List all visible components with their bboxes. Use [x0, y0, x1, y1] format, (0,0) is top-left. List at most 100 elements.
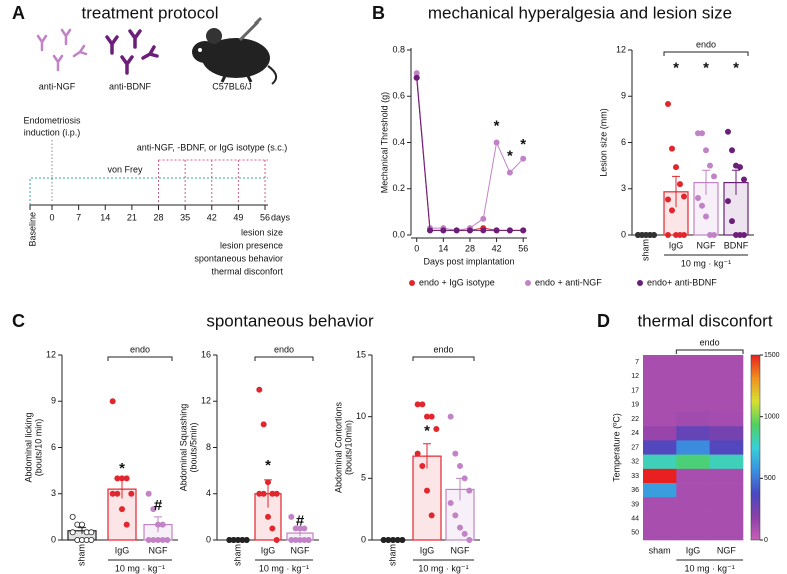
error-bar	[732, 169, 740, 195]
annotation: *	[733, 59, 739, 76]
group-bracket	[675, 349, 744, 354]
heat-cell	[676, 355, 710, 370]
y-tick-label: 12	[616, 44, 626, 54]
x-tick-label: 42	[492, 243, 502, 253]
annotation: *	[119, 460, 125, 477]
data-point	[461, 530, 468, 537]
data-point	[440, 227, 447, 234]
x-tick-label: sham	[76, 544, 86, 566]
data-point	[305, 537, 312, 544]
y-tick-label: 12	[631, 373, 639, 380]
y-axis-label: Abdominal Contortions	[333, 401, 343, 493]
data-point	[159, 521, 166, 528]
data-point	[243, 537, 250, 544]
bar	[445, 488, 475, 541]
annotation: *	[265, 457, 271, 474]
timeline-label: 21	[127, 212, 137, 222]
y-tick-label: 12	[46, 349, 56, 359]
data-point	[423, 487, 430, 494]
data-point	[79, 521, 86, 528]
heat-cell	[676, 497, 710, 512]
data-point	[413, 74, 420, 81]
heat-cell	[643, 411, 677, 427]
colorbar-label: 1000	[764, 414, 780, 421]
heat-cell	[709, 497, 744, 512]
y-tick-label: 0.4	[392, 137, 405, 147]
data-point	[399, 537, 406, 544]
annotation: *	[520, 136, 526, 153]
data-point	[109, 398, 116, 405]
y-axis-label: Mechanical Threshold (g)	[379, 92, 389, 193]
group-label: endo	[274, 344, 294, 354]
y-tick-label: 22	[631, 416, 639, 423]
heat-cell	[709, 511, 744, 527]
data-point	[256, 386, 263, 393]
heat-cell	[643, 497, 677, 512]
dose-label: 10 mg · kg⁻¹	[259, 563, 309, 573]
heat-cell	[709, 525, 744, 541]
data-point	[677, 181, 684, 188]
heat-cell	[676, 483, 710, 498]
heat-cell	[676, 468, 710, 484]
data-point	[413, 70, 420, 77]
colorbar-label: 0	[764, 537, 768, 544]
panel-title: spontaneous behavior	[206, 311, 374, 330]
induction-label: induction (i.p.)	[24, 127, 81, 137]
x-tick-label: sham	[232, 544, 242, 566]
y-tick-label: 3	[621, 183, 626, 193]
y-tick-label: 6	[51, 442, 56, 452]
data-point	[461, 475, 468, 482]
antibody-label: anti-BDNF	[109, 81, 152, 91]
data-point	[428, 413, 435, 420]
y-tick-label: 17	[631, 387, 639, 394]
x-tick-label: IgG	[420, 545, 435, 555]
data-point	[159, 537, 166, 544]
y-tick-label: 9	[621, 91, 626, 101]
data-point	[711, 231, 718, 238]
data-point	[737, 164, 744, 171]
y-tick-label: 0	[51, 534, 56, 544]
data-point	[493, 139, 500, 146]
colorbar	[750, 354, 761, 541]
colorbar-label: 1500	[764, 352, 780, 359]
x-tick-label: NGF	[149, 545, 169, 555]
annotation: *	[494, 117, 500, 134]
x-tick-label: IgG	[261, 545, 276, 555]
error-bar	[423, 443, 431, 469]
data-point	[114, 490, 121, 497]
mouse-label: C57BL6/J	[212, 81, 252, 91]
error-bar	[702, 169, 710, 195]
data-point	[466, 537, 473, 544]
heat-cell	[676, 440, 710, 455]
y-tick-label: 0.0	[392, 229, 405, 239]
heat-cell	[709, 355, 744, 370]
treatment-label: anti-NGF, -BDNF, or IgG isotype (s.c.)	[137, 142, 288, 152]
data-point	[269, 525, 276, 532]
heat-cell	[709, 397, 744, 413]
dose-label: 10 mg · kg⁻¹	[681, 258, 731, 268]
x-tick-label: IgG	[115, 545, 130, 555]
data-point	[128, 490, 135, 497]
x-tick-label: BDNF	[724, 240, 749, 250]
y-tick-label: 7	[635, 359, 639, 366]
y-tick-label: 50	[631, 530, 639, 537]
data-point	[452, 512, 459, 519]
y-tick-label: 10	[356, 411, 366, 421]
data-point	[506, 169, 513, 176]
group-label: endo	[433, 344, 453, 354]
heat-cell	[643, 355, 677, 370]
data-point	[260, 490, 267, 497]
heat-cell	[643, 483, 677, 498]
panel-letter: C	[12, 311, 25, 331]
data-point	[480, 215, 487, 222]
x-tick-label: NGF	[697, 240, 717, 250]
group-label: endo	[696, 39, 716, 49]
y-tick-label: 39	[631, 501, 639, 508]
data-point	[729, 147, 736, 154]
timeline-unit: days	[271, 212, 291, 222]
data-point	[150, 506, 157, 513]
data-point	[447, 413, 454, 420]
data-point	[711, 173, 718, 180]
y-tick-label: 0.2	[392, 183, 405, 193]
